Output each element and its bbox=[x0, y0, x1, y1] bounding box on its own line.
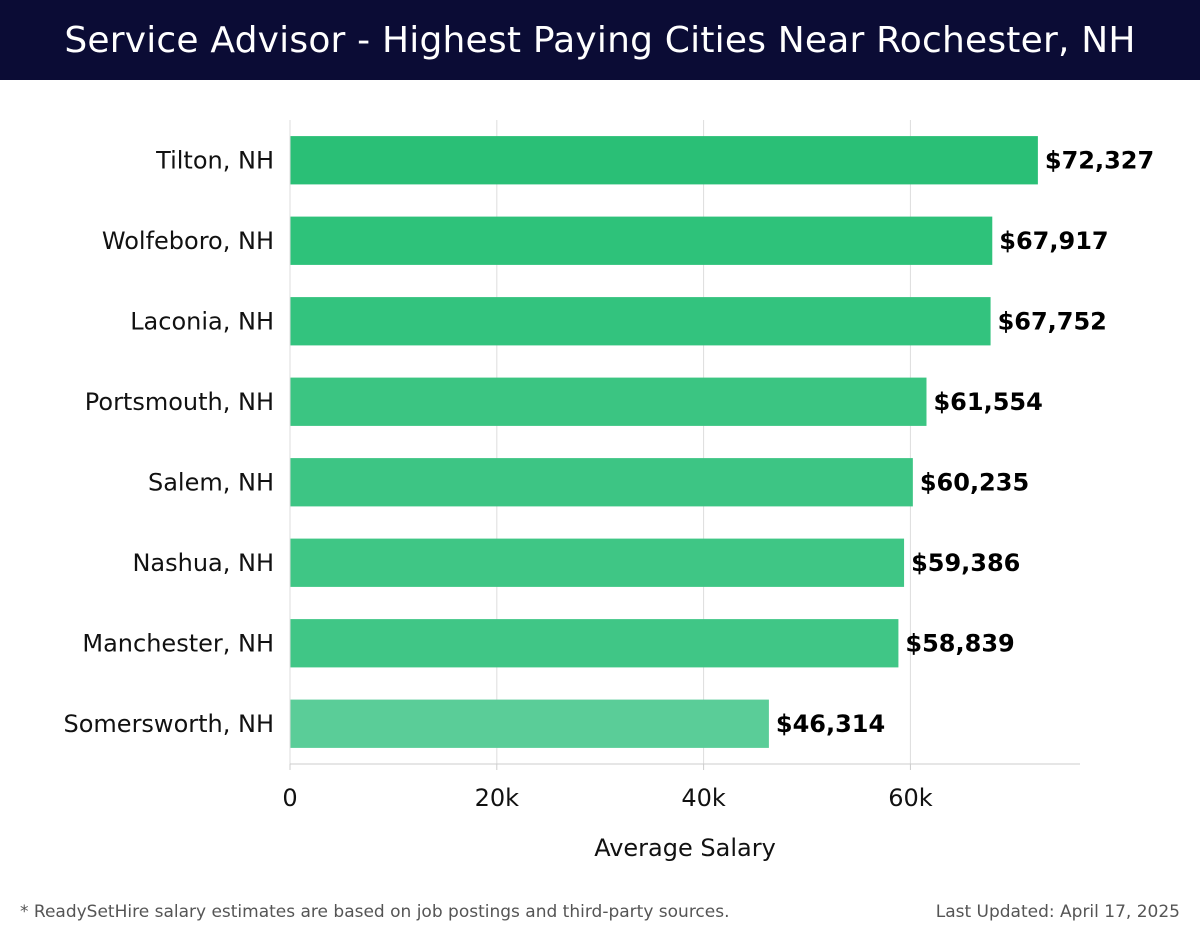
x-tick-label: 40k bbox=[681, 784, 726, 812]
bar bbox=[290, 377, 927, 426]
y-category-label: Salem, NH bbox=[148, 468, 274, 496]
x-tick-label: 60k bbox=[888, 784, 933, 812]
bar-value-label: $72,327 bbox=[1045, 146, 1154, 174]
axis-layer: 0 20k 40k 60k bbox=[282, 120, 1080, 812]
bar bbox=[290, 538, 905, 587]
bar bbox=[290, 136, 1038, 185]
footer-updated: Last Updated: April 17, 2025 bbox=[935, 902, 1180, 922]
y-category-label: Manchester, NH bbox=[82, 629, 274, 657]
bar bbox=[290, 458, 913, 507]
x-tick-label: 20k bbox=[475, 784, 520, 812]
bar-value-label: $61,554 bbox=[933, 388, 1042, 416]
y-category-label: Portsmouth, NH bbox=[85, 388, 274, 416]
y-category-label: Somersworth, NH bbox=[64, 710, 275, 738]
bar bbox=[290, 699, 769, 748]
bar-value-label: $46,314 bbox=[776, 710, 885, 738]
y-category-label: Laconia, NH bbox=[130, 307, 274, 335]
y-category-label: Nashua, NH bbox=[132, 549, 274, 577]
bar-value-label: $58,839 bbox=[905, 629, 1014, 657]
bar bbox=[290, 619, 899, 668]
x-axis-title: Average Salary bbox=[594, 834, 776, 862]
y-category-label: Wolfeboro, NH bbox=[102, 227, 274, 255]
bar-layer bbox=[290, 136, 1038, 748]
bar bbox=[290, 216, 993, 265]
bar bbox=[290, 297, 991, 346]
x-tick-label: 0 bbox=[282, 784, 297, 812]
footer-note: * ReadySetHire salary estimates are base… bbox=[20, 902, 730, 922]
chart-header: Service Advisor - Highest Paying Cities … bbox=[0, 0, 1200, 80]
bar-value-label: $59,386 bbox=[911, 549, 1020, 577]
bar-value-label: $60,235 bbox=[920, 468, 1029, 496]
salary-bar-chart: Tilton, NH $72,327 Wolfeboro, NH $67,917 Lac… bbox=[64, 120, 1155, 862]
y-category-label: Tilton, NH bbox=[155, 146, 274, 174]
bar-value-label: $67,917 bbox=[999, 227, 1108, 255]
bar-value-label: $67,752 bbox=[998, 307, 1107, 335]
chart-title: Service Advisor - Highest Paying Cities … bbox=[64, 19, 1136, 61]
label-layer: Tilton, NH $72,327 Wolfeboro, NH $67,917 Lac… bbox=[64, 146, 1155, 738]
